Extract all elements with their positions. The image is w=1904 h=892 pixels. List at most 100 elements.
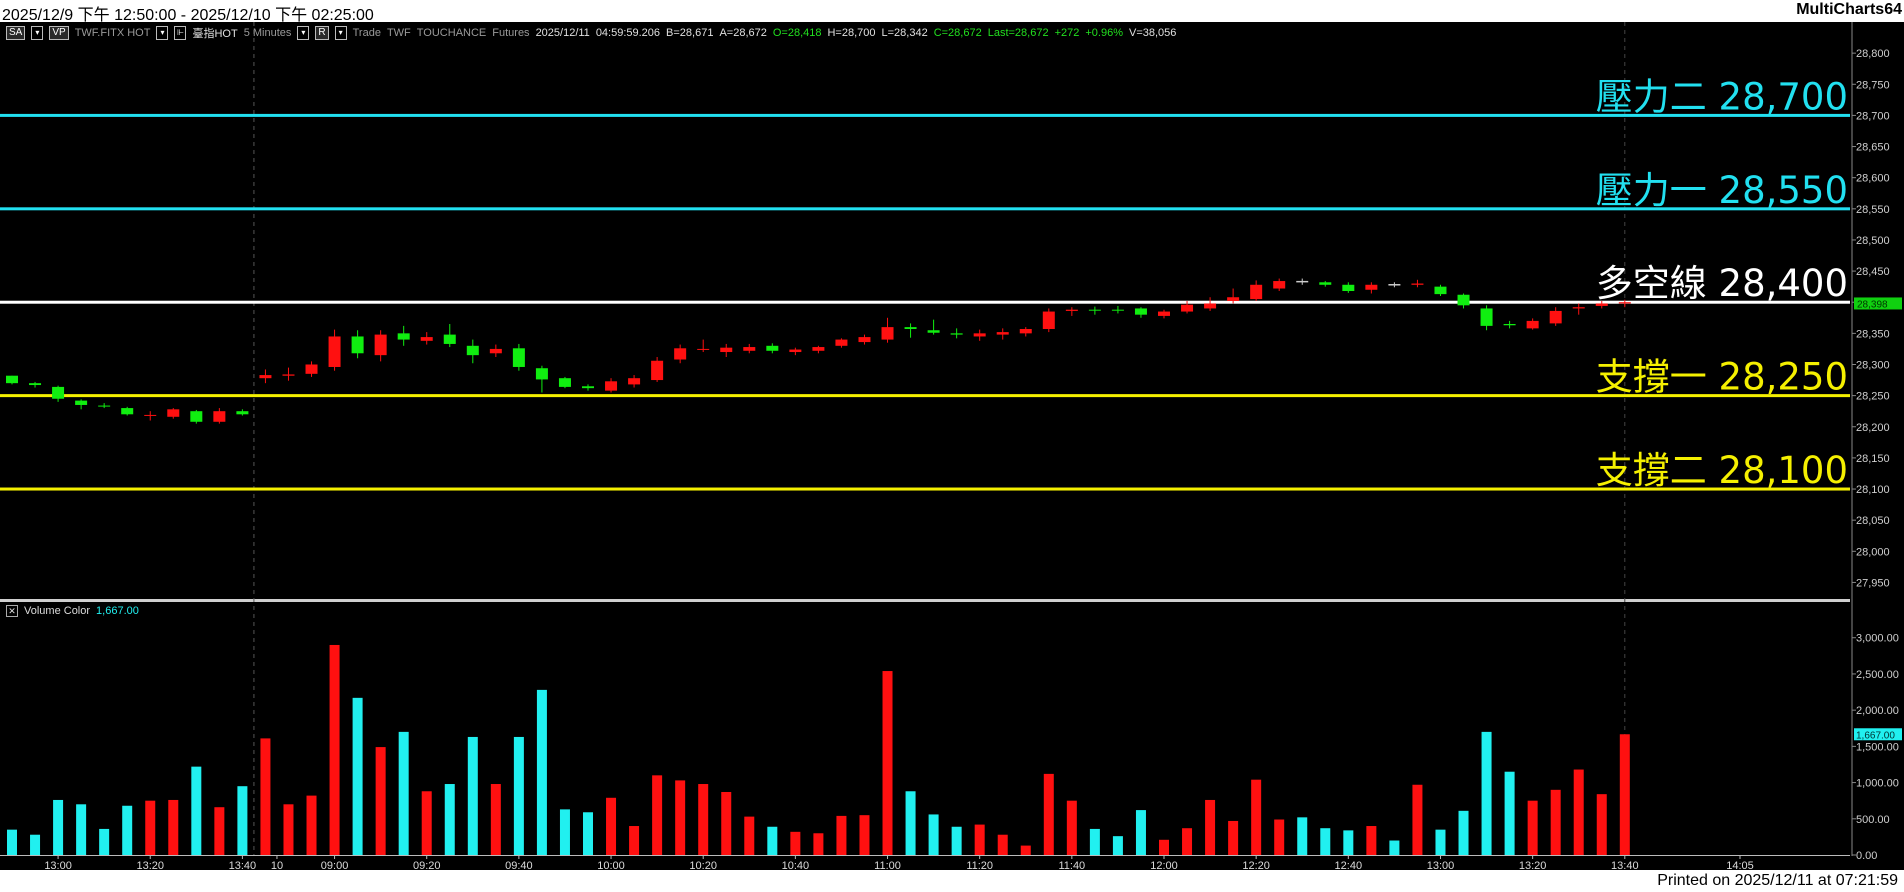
- volume-bar[interactable]: [306, 795, 317, 855]
- volume-bar[interactable]: [744, 816, 755, 855]
- candle-body[interactable]: [374, 334, 387, 356]
- candle-body[interactable]: [1480, 308, 1493, 326]
- symbol-dropdown-icon[interactable]: ▾: [156, 26, 169, 40]
- candle-body[interactable]: [1111, 309, 1124, 311]
- candle-body[interactable]: [512, 348, 525, 367]
- candle-body[interactable]: [605, 381, 618, 391]
- volume-bar[interactable]: [30, 834, 41, 855]
- volume-bar[interactable]: [1458, 810, 1469, 855]
- candle-body[interactable]: [1618, 302, 1631, 304]
- candle-body[interactable]: [582, 386, 594, 389]
- candle-body[interactable]: [858, 337, 871, 343]
- volume-bar[interactable]: [1020, 845, 1031, 855]
- volume-bar[interactable]: [145, 800, 156, 855]
- candle-body[interactable]: [558, 378, 571, 387]
- volume-bar[interactable]: [7, 829, 17, 855]
- candle-body[interactable]: [420, 337, 433, 341]
- r-button[interactable]: R: [315, 26, 329, 40]
- candle-body[interactable]: [1273, 281, 1286, 289]
- candle-body[interactable]: [996, 332, 1009, 335]
- candle-body[interactable]: [697, 348, 710, 350]
- volume-bar[interactable]: [1550, 789, 1561, 855]
- candle-body[interactable]: [1088, 309, 1101, 311]
- volume-bar[interactable]: [1251, 779, 1262, 855]
- volume-bar[interactable]: [536, 689, 547, 855]
- volume-bar[interactable]: [905, 791, 916, 855]
- volume-bar[interactable]: [214, 807, 225, 855]
- candle-body[interactable]: [1365, 284, 1378, 290]
- candle-body[interactable]: [1065, 309, 1078, 311]
- volume-bar[interactable]: [1205, 799, 1216, 855]
- candle-body[interactable]: [328, 336, 341, 367]
- candle-body[interactable]: [1549, 310, 1562, 324]
- volume-bar[interactable]: [1159, 839, 1169, 855]
- volume-bar[interactable]: [1066, 800, 1077, 855]
- candle-body[interactable]: [766, 345, 779, 351]
- volume-bar[interactable]: [1343, 830, 1354, 855]
- volume-bar[interactable]: [99, 828, 110, 855]
- volume-bar[interactable]: [444, 784, 455, 855]
- vp-button[interactable]: VP: [49, 26, 69, 40]
- volume-bar[interactable]: [951, 826, 962, 855]
- candle-body[interactable]: [881, 327, 894, 340]
- candle-body[interactable]: [121, 408, 134, 415]
- volume-bar[interactable]: [76, 804, 87, 855]
- volume-bar[interactable]: [652, 775, 663, 855]
- candle-body[interactable]: [927, 330, 940, 333]
- candle-body[interactable]: [466, 345, 479, 356]
- volume-bar[interactable]: [398, 731, 409, 855]
- volume-bar[interactable]: [1596, 794, 1607, 855]
- volume-bar[interactable]: [283, 804, 294, 855]
- candle-body[interactable]: [743, 347, 756, 351]
- volume-bar[interactable]: [191, 766, 202, 855]
- candle-body[interactable]: [351, 336, 364, 354]
- candle-body[interactable]: [1158, 311, 1170, 316]
- volume-bar[interactable]: [1043, 773, 1054, 855]
- candle-body[interactable]: [1227, 297, 1240, 301]
- volume-bar[interactable]: [375, 747, 386, 855]
- volume-bar[interactable]: [974, 824, 985, 855]
- candle-body[interactable]: [1042, 311, 1055, 329]
- candle-body[interactable]: [282, 374, 295, 376]
- volume-bar[interactable]: [1112, 836, 1123, 855]
- volume-bar[interactable]: [1619, 734, 1630, 855]
- candle-body[interactable]: [305, 364, 318, 374]
- price-level-line[interactable]: [0, 113, 1850, 117]
- volume-bar[interactable]: [1182, 828, 1193, 855]
- volume-bar[interactable]: [1389, 840, 1400, 855]
- volume-bar[interactable]: [928, 814, 939, 855]
- volume-bar[interactable]: [721, 791, 732, 855]
- candle-body[interactable]: [720, 347, 733, 353]
- sa-dropdown-icon[interactable]: ▾: [31, 26, 44, 40]
- close-study-icon[interactable]: ✕: [6, 605, 18, 617]
- candle-body[interactable]: [98, 405, 111, 407]
- candle-body[interactable]: [213, 411, 226, 422]
- candle-body[interactable]: [236, 411, 249, 415]
- volume-bar[interactable]: [1481, 731, 1492, 855]
- candle-body[interactable]: [1457, 294, 1470, 306]
- candle-body[interactable]: [835, 339, 848, 346]
- volume-bar[interactable]: [1366, 826, 1377, 855]
- candle-body[interactable]: [1503, 324, 1516, 326]
- candle-body[interactable]: [1411, 283, 1424, 285]
- candle-body[interactable]: [812, 347, 825, 351]
- volume-bar[interactable]: [767, 826, 778, 855]
- candle-body[interactable]: [1572, 307, 1585, 309]
- volume-bar[interactable]: [1573, 769, 1584, 855]
- volume-bar[interactable]: [675, 780, 686, 855]
- r-dropdown-icon[interactable]: ▾: [334, 26, 347, 40]
- candle-body[interactable]: [1342, 284, 1355, 292]
- candle-body[interactable]: [190, 411, 203, 422]
- candle-body[interactable]: [789, 349, 802, 353]
- candle-body[interactable]: [443, 334, 456, 344]
- volume-bar[interactable]: [698, 784, 709, 855]
- candle-body[interactable]: [1134, 308, 1147, 315]
- volume-bar[interactable]: [1274, 819, 1285, 855]
- candle-body[interactable]: [1181, 304, 1194, 312]
- volume-bar[interactable]: [790, 831, 801, 855]
- volume-bar[interactable]: [559, 809, 570, 855]
- volume-bar[interactable]: [859, 815, 870, 855]
- volume-bar[interactable]: [629, 826, 640, 855]
- volume-bar[interactable]: [467, 736, 478, 855]
- interval-dropdown-icon[interactable]: ▾: [297, 26, 310, 40]
